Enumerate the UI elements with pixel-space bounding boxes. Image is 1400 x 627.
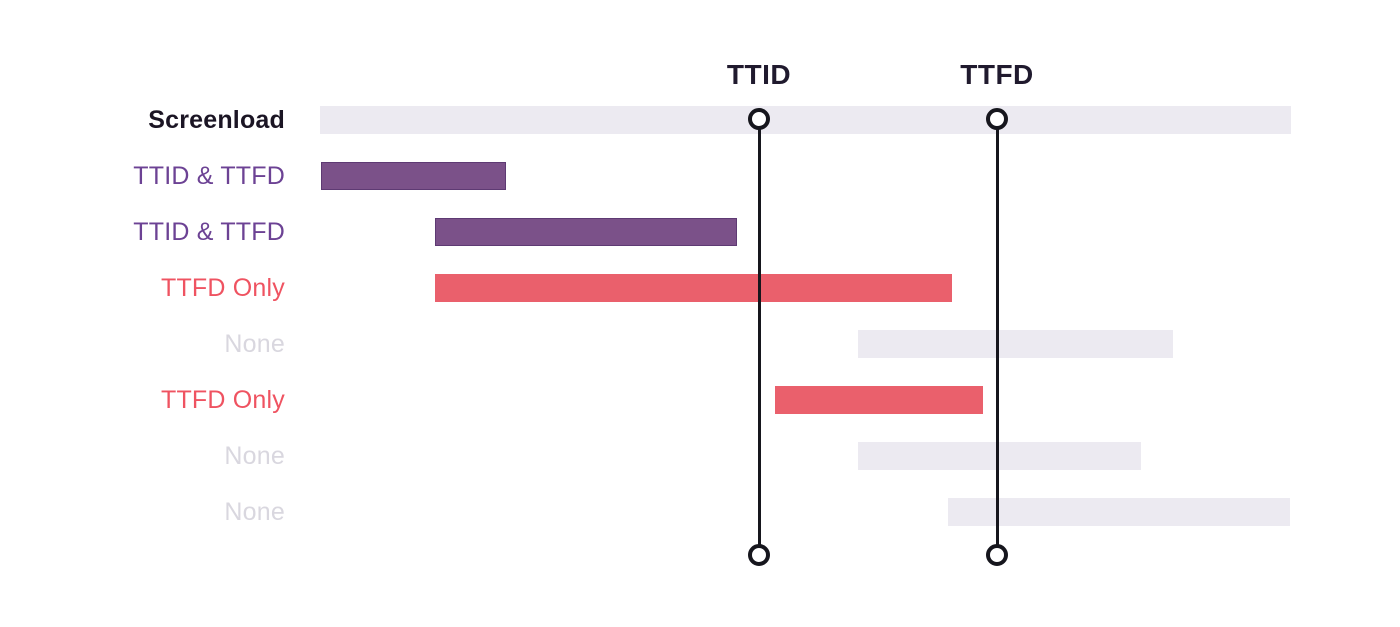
- ttid-marker-line: [757, 119, 761, 555]
- ttfd-marker-line: [995, 119, 999, 555]
- row-label-ttfd-only: TTFD Only: [160, 386, 285, 414]
- span-bar-ttfd-only: [775, 386, 983, 414]
- row-label-ttfd-only: TTFD Only: [160, 274, 285, 302]
- ttfd-marker-label: TTFD: [960, 59, 1034, 90]
- span-bar-ttid-ttfd: [435, 218, 737, 246]
- row-label-none: None: [224, 498, 285, 526]
- ttfd-top-circle: [986, 108, 1008, 130]
- row-label-screenload: Screenload: [148, 106, 285, 134]
- ttfd-bottom-circle: [986, 544, 1008, 566]
- ttid-marker-label: TTID: [726, 59, 792, 90]
- span-bar-none: [858, 330, 1173, 358]
- span-bar-ttid-ttfd: [321, 162, 506, 190]
- row-label-none: None: [224, 330, 285, 358]
- ttid-top-circle: [748, 108, 770, 130]
- span-bar-screenload: [320, 106, 1291, 134]
- row-label-ttid-ttfd: TTID & TTFD: [133, 162, 285, 190]
- ttid-bottom-circle: [748, 544, 770, 566]
- span-bar-none: [948, 498, 1290, 526]
- span-bar-none: [858, 442, 1141, 470]
- span-bar-ttfd-only: [435, 274, 952, 302]
- row-label-ttid-ttfd: TTID & TTFD: [133, 218, 285, 246]
- row-label-none: None: [224, 442, 285, 470]
